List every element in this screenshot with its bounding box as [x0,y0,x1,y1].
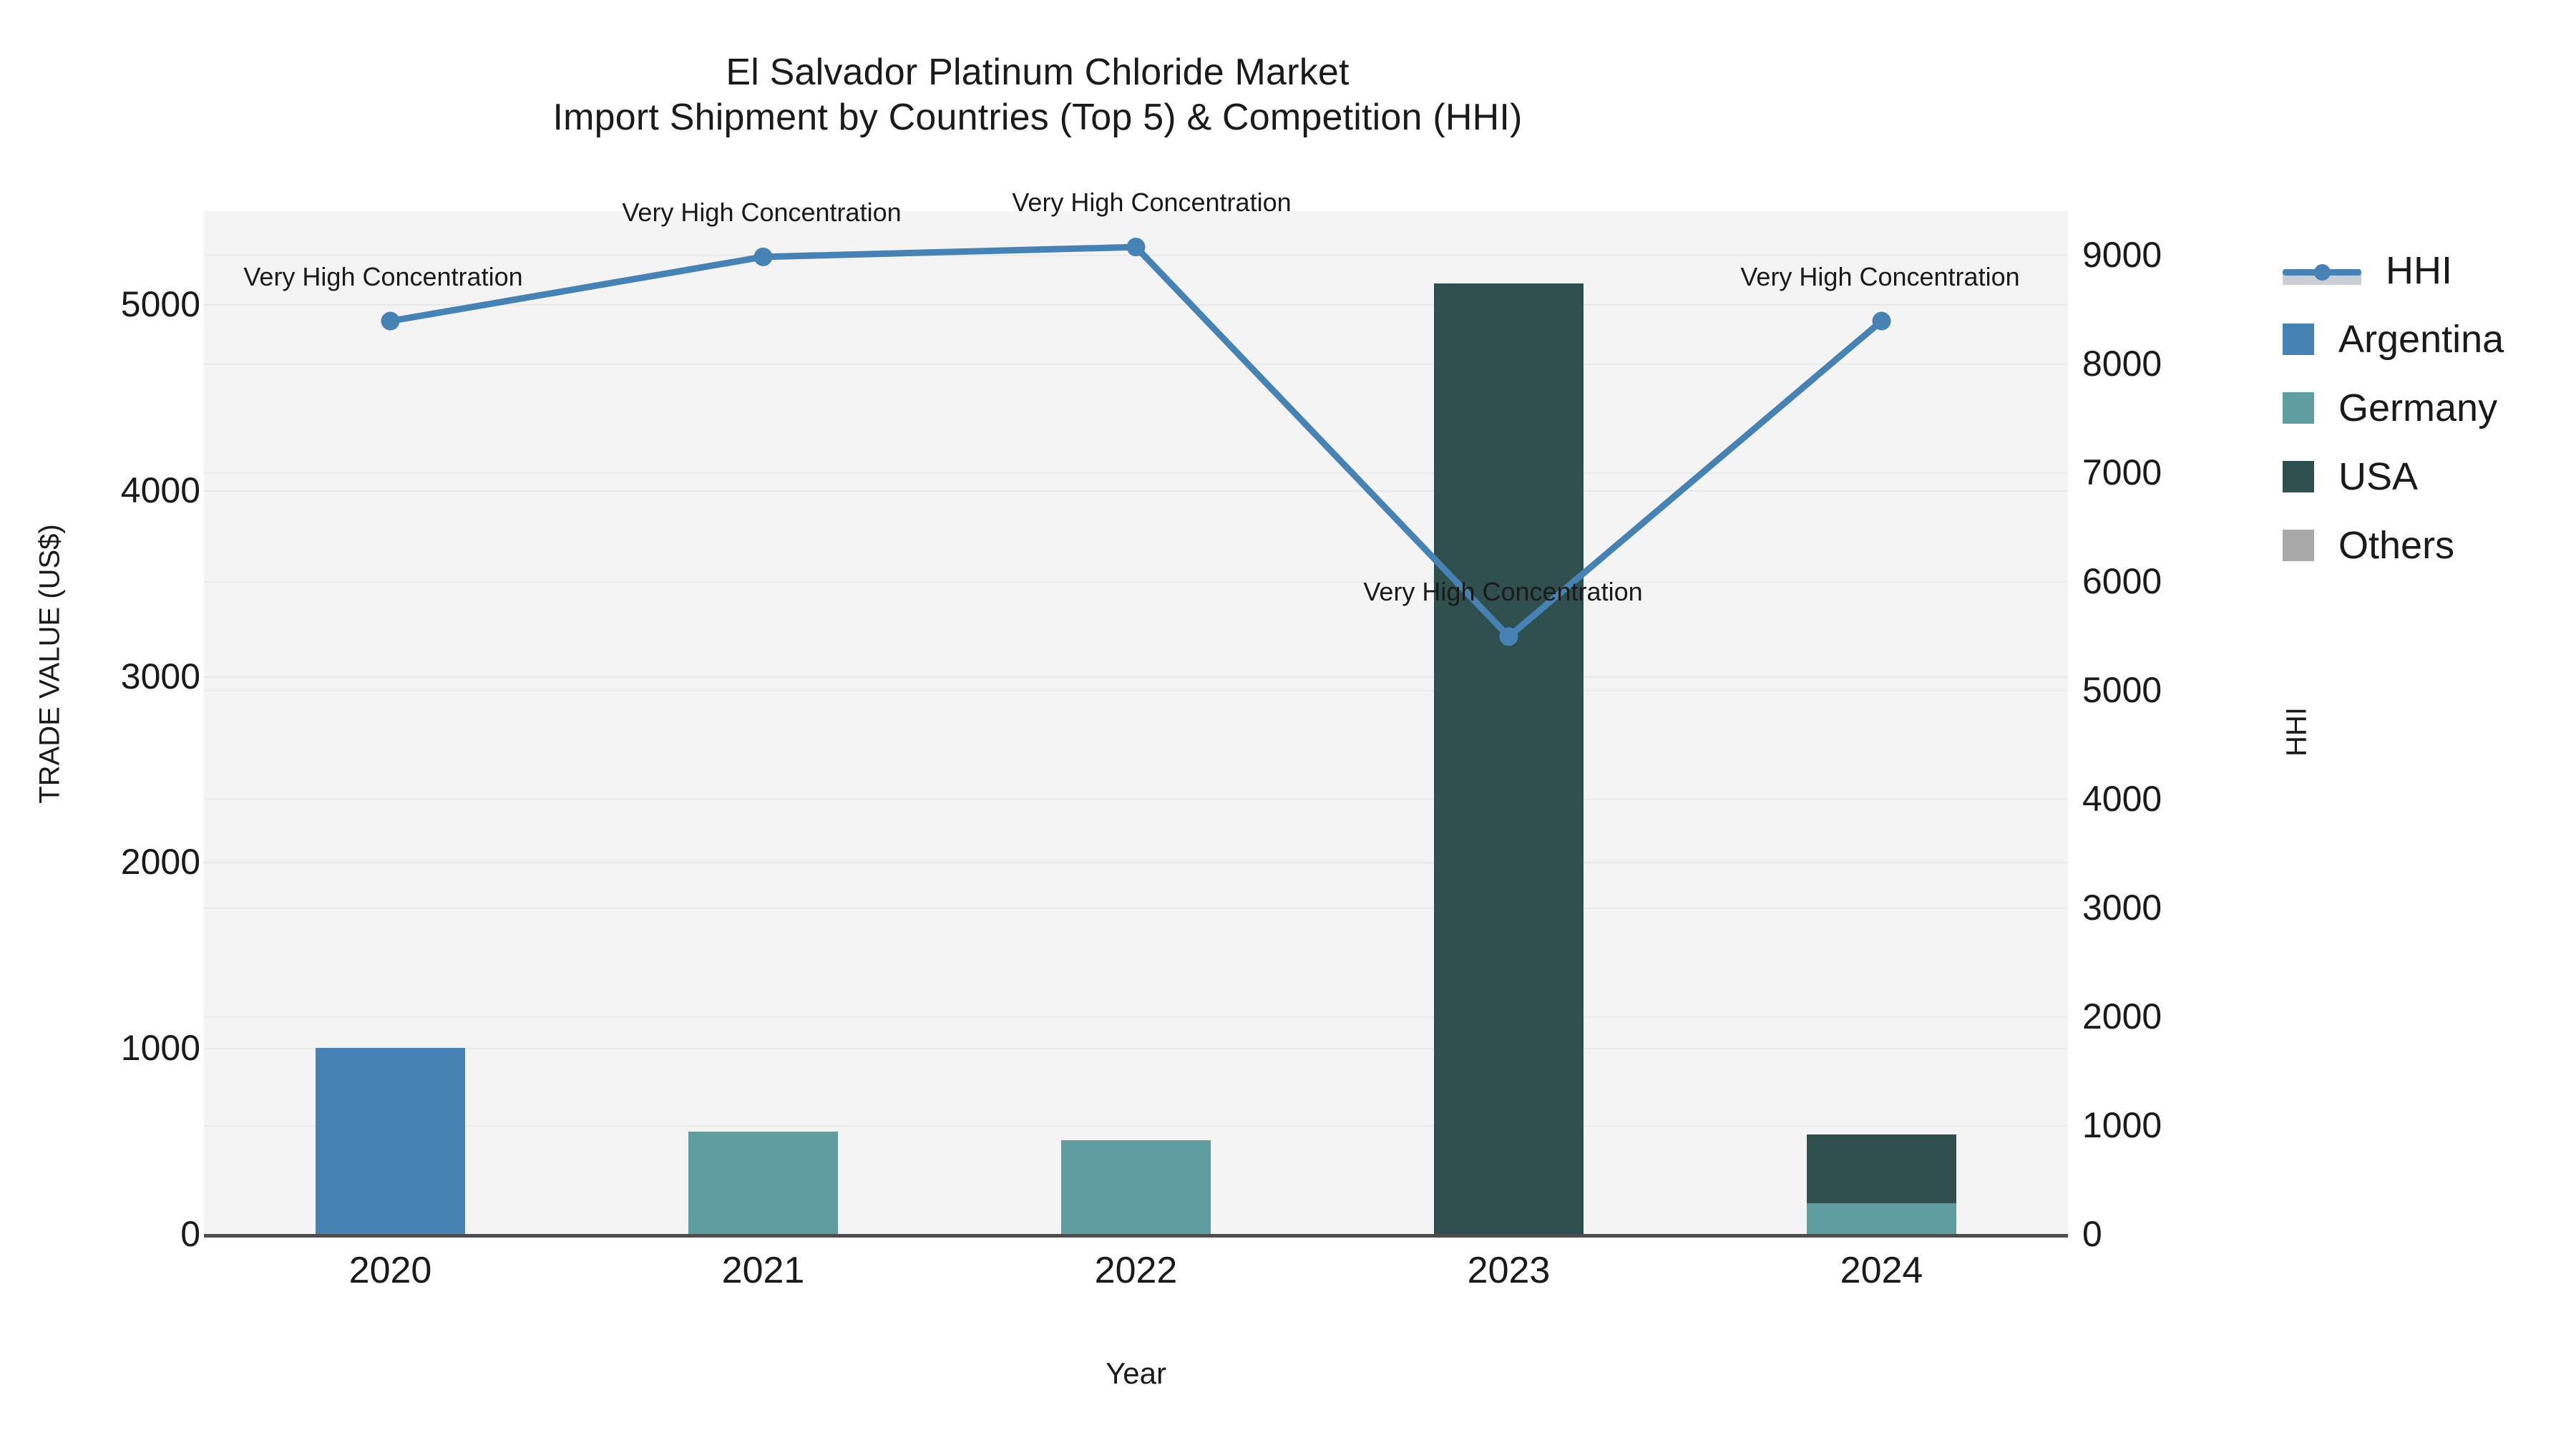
bar-argentina-2020[interactable] [316,1048,465,1234]
legend-label-argentina: Argentina [2338,318,2504,361]
x-tick: 2020 [348,1250,432,1291]
y-tick-right: 9000 [2082,234,2162,275]
chart-title-line-1: El Salvador Platinum Chloride Market [726,52,1350,93]
chart-title-line-2: Import Shipment by Countries (Top 5) & C… [552,97,1523,139]
legend-dot-icon [2314,264,2331,281]
bar-germany-2022[interactable] [1061,1139,1211,1234]
y-tick-left: 1000 [120,1028,200,1069]
legend-label-germany: Germany [2338,387,2498,429]
y-tick-left: 3000 [120,656,200,696]
x-tick: 2021 [721,1250,805,1291]
x-tick: 2023 [1467,1250,1551,1291]
y-tick-left: 0 [180,1214,200,1254]
y-tick-left: 5000 [120,283,200,324]
bar-usa-2024[interactable] [1807,1134,1956,1204]
y-tick-left: 2000 [120,842,200,883]
chart-title: El Salvador Platinum Chloride Market Imp… [0,50,2075,141]
y-tick-right: 7000 [2082,452,2162,492]
annotation-2024: Very High Concentration [1740,261,2020,291]
legend-label-others: Others [2338,524,2455,567]
x-tick: 2022 [1094,1250,1178,1291]
legend-item-argentina[interactable]: Argentina [2283,305,2504,374]
legend-item-others[interactable]: Others [2283,511,2504,580]
gridline-left [204,1048,2068,1050]
gridline-left [204,862,2068,864]
gridline-right [204,689,2068,691]
legend-line-marker-icon [2283,255,2361,286]
y-tick-right: 3000 [2082,887,2162,928]
legend-swatch-germany [2283,392,2314,424]
bar-germany-2021[interactable] [688,1132,838,1234]
gridline-right [204,1124,2068,1127]
x-axis-label: Year [1106,1356,1166,1390]
x-axis-line [204,1234,2068,1238]
legend-label-usa: USA [2338,455,2419,498]
bar-germany-2024[interactable] [1807,1203,1956,1234]
legend-item-usa[interactable]: USA [2283,442,2504,511]
y-tick-right: 0 [2082,1214,2102,1254]
gridline-right [204,798,2068,800]
annotation-2020: Very High Concentration [243,261,523,291]
gridline-left [204,676,2068,678]
annotation-2022: Very High Concentration [1012,188,1292,218]
legend: HHI Argentina Germany USA Others [2283,236,2504,580]
annotation-2021: Very High Concentration [622,197,902,227]
legend-swatch-usa [2283,461,2314,492]
gridline-right [204,1016,2068,1018]
y-tick-left: 4000 [120,470,200,510]
legend-swatch-others [2283,530,2314,561]
y-tick-right: 5000 [2082,669,2162,710]
y-tick-right: 8000 [2082,343,2162,384]
legend-item-germany[interactable]: Germany [2283,374,2504,442]
gridline-right [204,907,2068,909]
legend-item-hhi[interactable]: HHI [2283,236,2504,305]
y-tick-right: 6000 [2082,560,2162,601]
y-tick-right: 4000 [2082,778,2162,819]
annotation-2023: Very High Concentration [1363,577,1643,607]
y-tick-right: 1000 [2082,1104,2162,1145]
y-tick-right: 2000 [2082,996,2162,1036]
legend-label-hhi: HHI [2386,249,2452,292]
x-tick: 2024 [1840,1250,1923,1291]
legend-swatch-argentina [2283,324,2314,355]
